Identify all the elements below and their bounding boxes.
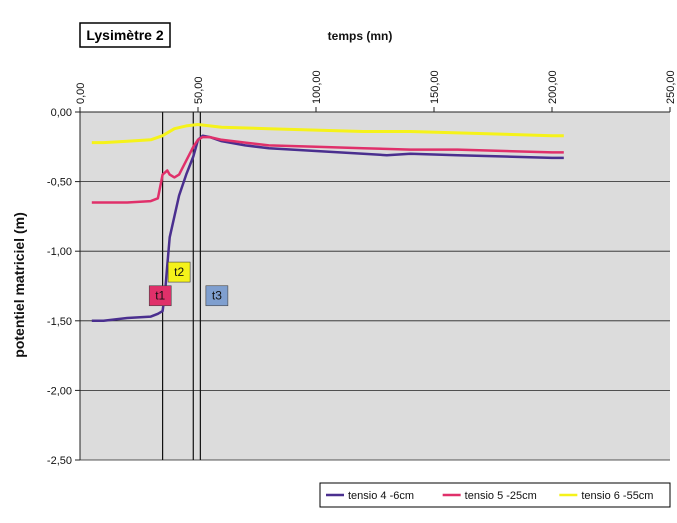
series-line-3 (91, 123, 564, 145)
axis-layer: 0,00 -0,50 -1,00 -1,50 -2,00 -2,50 0,00 50,00 10… (47, 70, 677, 467)
annotation-layer: t1 t2 t3 (148, 261, 229, 307)
annotation-label: t1 (155, 289, 165, 303)
series-layer (91, 123, 564, 323)
y-tick-label: -0,50 (47, 177, 72, 189)
chart-title-box (79, 22, 171, 48)
x-tick-label: 250,00 (665, 70, 677, 104)
plot-area (80, 112, 670, 460)
x-tick-label: 200,00 (547, 70, 559, 104)
legend-label: tensio 4 -6cm (348, 490, 414, 502)
y-tick-label: -2,00 (47, 385, 72, 397)
series-line-2 (91, 135, 564, 204)
y-axis-title: potentiel matriciel (m) (11, 212, 27, 357)
chart-title: Lysimètre 2 (86, 27, 164, 43)
y-tick-label: -2,50 (47, 455, 72, 467)
legend-box (319, 482, 671, 508)
annotation-box-1 (148, 285, 172, 307)
annotation-label: t2 (174, 265, 184, 279)
y-tick-label: 0,00 (51, 107, 72, 119)
legend-label: tensio 5 -25cm (465, 490, 537, 502)
legend: tensio 4 -6cm tensio 5 -25cm tensio 6 -55c… (319, 482, 671, 508)
annotation-box-3 (205, 285, 229, 307)
annotation-box-2 (167, 261, 191, 283)
x-tick-label: 150,00 (429, 70, 441, 104)
legend-label: tensio 6 -55cm (581, 490, 653, 502)
y-tick-label: -1,50 (47, 316, 72, 328)
x-tick-label: 50,00 (193, 76, 205, 104)
y-tick-label: -1,00 (47, 246, 72, 258)
annotation-label: t3 (212, 289, 222, 303)
x-axis-title: temps (mn) (328, 29, 393, 43)
x-tick-label: 100,00 (311, 70, 323, 104)
x-tick-label: 0,00 (75, 83, 87, 104)
